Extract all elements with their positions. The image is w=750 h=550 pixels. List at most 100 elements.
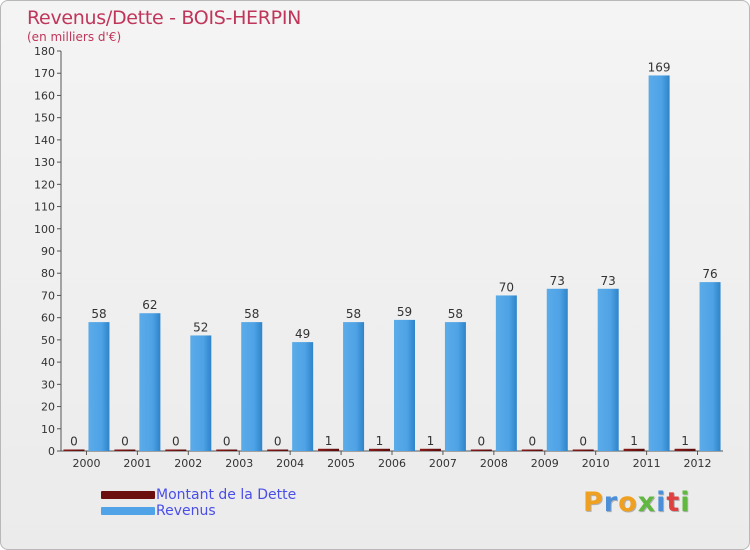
bar-revenus xyxy=(648,75,670,451)
x-tick-label: 2004 xyxy=(276,457,304,470)
data-label-revenus: 70 xyxy=(499,280,514,294)
x-tick-label: 2010 xyxy=(582,457,610,470)
y-tick-label: 80 xyxy=(41,267,55,280)
data-label-revenus: 169 xyxy=(648,60,671,74)
legend-swatch-dette xyxy=(101,491,155,499)
bar-dette xyxy=(318,448,340,451)
x-tick-label: 2003 xyxy=(225,457,253,470)
x-tick-label: 2005 xyxy=(327,457,355,470)
logo-letter: x xyxy=(637,487,657,518)
data-label-revenus: 58 xyxy=(91,307,106,321)
bar-dette xyxy=(572,449,594,451)
y-tick-label: 30 xyxy=(41,378,55,391)
data-label-revenus: 76 xyxy=(702,267,717,281)
logo-letter: o xyxy=(618,487,638,518)
data-label-dette: 1 xyxy=(681,434,689,448)
bar-dette xyxy=(63,449,85,451)
data-label-dette: 0 xyxy=(172,435,180,449)
bar-revenus xyxy=(597,288,619,451)
data-label-dette: 0 xyxy=(70,435,78,449)
proxiti-logo: Proxiti xyxy=(583,487,691,518)
bar-revenus xyxy=(444,322,466,451)
logo-letter: P xyxy=(583,487,604,518)
data-label-dette: 1 xyxy=(427,434,435,448)
y-tick-label: 160 xyxy=(34,89,55,102)
y-tick-label: 20 xyxy=(41,401,55,414)
data-label-revenus: 59 xyxy=(397,305,412,319)
bar-dette xyxy=(267,449,289,451)
data-label-revenus: 49 xyxy=(295,327,310,341)
bar-revenus xyxy=(394,319,415,451)
data-label-revenus: 73 xyxy=(601,274,616,288)
x-tick-label: 2007 xyxy=(429,457,457,470)
logo-letter: r xyxy=(603,487,619,518)
y-tick-label: 110 xyxy=(34,201,55,214)
y-tick-label: 130 xyxy=(34,156,55,169)
bar-revenus xyxy=(495,295,517,451)
chart-subtitle: (en milliers d'€) xyxy=(27,30,122,44)
bar-dette xyxy=(369,448,390,451)
bar-revenus xyxy=(139,313,161,451)
bar-dette xyxy=(419,448,441,451)
legend-label-dette: Montant de la Dette xyxy=(156,487,297,503)
data-label-revenus: 58 xyxy=(346,307,361,321)
logo-letter: t xyxy=(666,487,681,518)
y-tick-label: 10 xyxy=(41,423,55,436)
y-tick-label: 180 xyxy=(34,45,55,58)
bar-dette xyxy=(216,449,238,451)
logo-letter: i xyxy=(656,487,667,518)
bar-dette xyxy=(674,448,696,451)
data-label-dette: 0 xyxy=(478,435,486,449)
data-label-revenus: 62 xyxy=(142,298,157,312)
bar-dette xyxy=(114,449,136,451)
bar-revenus xyxy=(190,335,212,451)
logo-letter: i xyxy=(680,487,691,518)
x-tick-label: 2012 xyxy=(684,457,712,470)
y-tick-label: 60 xyxy=(41,312,55,325)
data-label-revenus: 52 xyxy=(193,320,208,334)
data-label-dette: 0 xyxy=(528,435,536,449)
x-tick-label: 2009 xyxy=(531,457,559,470)
bar-revenus xyxy=(241,322,263,451)
x-tick-label: 2011 xyxy=(633,457,661,470)
legend-label-revenus: Revenus xyxy=(156,503,216,519)
data-label-revenus: 58 xyxy=(448,307,463,321)
y-tick-label: 140 xyxy=(34,134,55,147)
x-tick-label: 2001 xyxy=(123,457,151,470)
y-tick-label: 120 xyxy=(34,178,55,191)
bar-revenus xyxy=(343,322,365,451)
x-tick-label: 2008 xyxy=(480,457,508,470)
legend-swatch-revenus xyxy=(101,507,155,515)
data-label-revenus: 58 xyxy=(244,307,259,321)
bar-dette xyxy=(521,449,543,451)
bar-revenus xyxy=(546,288,568,451)
data-label-dette: 0 xyxy=(121,435,129,449)
y-tick-label: 40 xyxy=(41,356,55,369)
bar-revenus xyxy=(88,322,110,451)
y-tick-label: 90 xyxy=(41,245,55,258)
y-tick-label: 70 xyxy=(41,289,55,302)
y-tick-label: 50 xyxy=(41,334,55,347)
data-label-dette: 1 xyxy=(325,434,333,448)
data-label-dette: 0 xyxy=(579,435,587,449)
x-tick-label: 2002 xyxy=(174,457,202,470)
data-label-revenus: 73 xyxy=(550,274,565,288)
data-label-dette: 0 xyxy=(274,435,282,449)
data-label-dette: 1 xyxy=(630,434,638,448)
data-label-dette: 1 xyxy=(376,434,384,448)
y-tick-label: 0 xyxy=(48,445,55,458)
chart-title: Revenus/Dette - BOIS-HERPIN xyxy=(27,7,302,29)
y-tick-label: 150 xyxy=(34,112,55,125)
y-tick-label: 170 xyxy=(34,67,55,80)
data-label-dette: 0 xyxy=(223,435,231,449)
bar-dette xyxy=(165,449,187,451)
bar-dette xyxy=(470,449,492,451)
bar-dette xyxy=(623,448,645,451)
bar-revenus xyxy=(292,342,314,451)
bar-revenus xyxy=(699,282,721,451)
y-tick-label: 100 xyxy=(34,223,55,236)
x-tick-label: 2006 xyxy=(378,457,406,470)
x-tick-label: 2000 xyxy=(72,457,100,470)
